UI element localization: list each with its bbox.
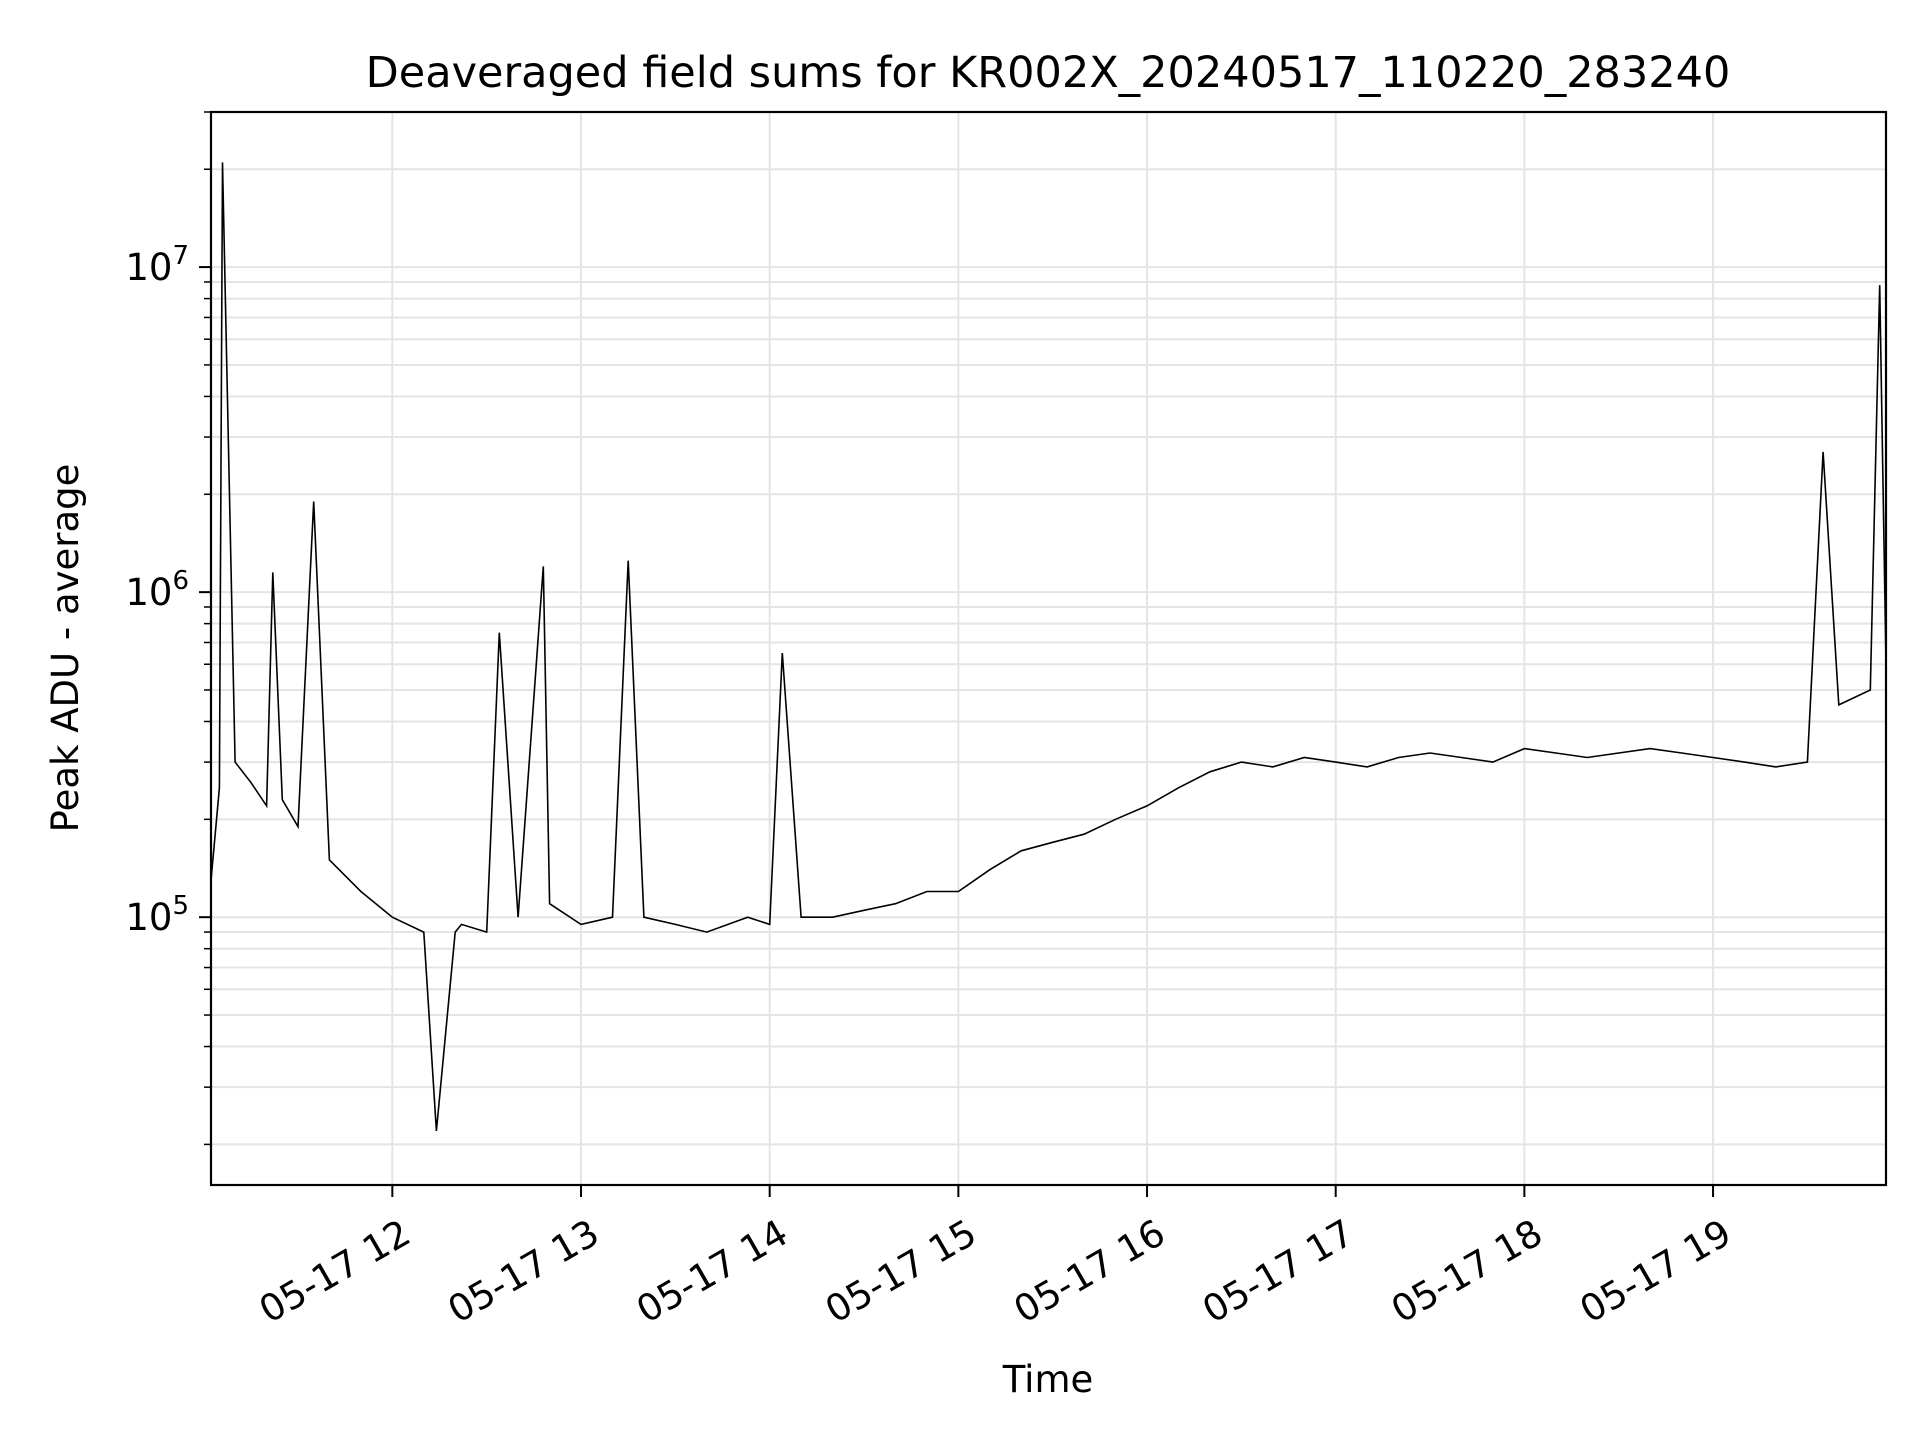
data-area [211, 162, 1886, 1131]
x-axis-label: Time [1002, 1358, 1094, 1401]
grid [211, 111, 1886, 1185]
y-tick-label: 107 [125, 241, 189, 289]
y-axis-label: Peak ADU - average [44, 464, 87, 833]
chart-title: Deaveraged field sums for KR002X_2024051… [366, 48, 1731, 98]
plot-frame [209, 110, 1888, 1187]
y-tick-label: 105 [125, 891, 189, 939]
series-line [211, 162, 1886, 1131]
y-tick-label: 106 [125, 566, 189, 614]
